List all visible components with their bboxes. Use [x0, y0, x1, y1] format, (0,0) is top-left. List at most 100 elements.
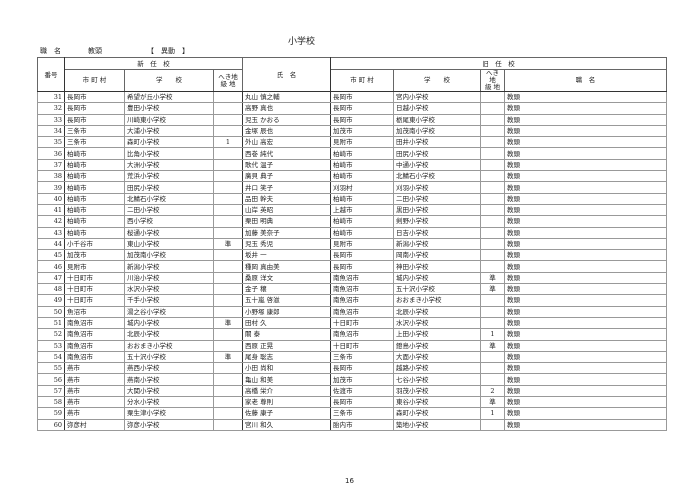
- teacher-name-cell: 家老 尊則: [242, 396, 331, 409]
- row-number-cell: 40: [37, 192, 65, 205]
- old-remote-cell: [480, 215, 505, 228]
- row-number-cell: 50: [37, 305, 65, 318]
- table-row: 45 加茂市 加茂南小学校 坂井 一長岡市 岡南小学校 教頭: [37, 249, 667, 262]
- new-remote-cell: [213, 305, 243, 318]
- old-school-cell: 中通小学校: [393, 158, 481, 172]
- table-row: 51 南魚沼市 城内小学校準田村 久十日町市 水沢小学校 教頭: [37, 316, 667, 330]
- new-city-cell: 柏崎市: [64, 215, 125, 228]
- new-remote-cell: [213, 339, 243, 352]
- row-number-cell: 39: [37, 181, 65, 194]
- old-remote-cell: [480, 260, 505, 273]
- position-cell: 教頭: [504, 294, 667, 307]
- teacher-name-cell: 井口 笑子: [242, 181, 331, 194]
- new-remote-cell: [213, 170, 243, 183]
- old-city-cell: 南魚沼市: [330, 305, 394, 318]
- new-city-cell: 燕市: [64, 384, 125, 398]
- new-city-cell: 魚沼市: [64, 305, 125, 318]
- new-city-cell: 柏崎市: [64, 170, 125, 183]
- old-remote-cell: [480, 102, 505, 115]
- new-school-cell: 加茂南小学校: [124, 249, 214, 262]
- new-remote-cell: 準: [213, 316, 243, 330]
- table-row: 40 柏崎市 北鯖石小学校 品田 幹夫 柏崎市 二田小学校 教頭: [37, 192, 667, 205]
- table-row: 58 燕市 分水小学校 家老 尊則 長岡市 東谷小学校準教頭: [37, 396, 667, 409]
- new-city-cell: 燕市: [64, 373, 125, 386]
- position-cell: 教頭: [504, 203, 667, 217]
- old-city-cell: 上越市: [330, 203, 394, 217]
- teacher-name-cell: 西巻 純代: [242, 147, 331, 160]
- old-remote-cell: [480, 147, 505, 160]
- new-city-cell: 南魚沼市: [64, 316, 125, 330]
- old-city-cell: 三条市: [330, 407, 394, 420]
- new-school-cell: 北辰小学校: [124, 328, 214, 341]
- row-number-cell: 60: [37, 418, 65, 431]
- old-school-cell: 栃尾東小学校: [393, 113, 481, 126]
- new-school-cell: 豊田小学校: [124, 102, 214, 115]
- new-school-cell: 希望が丘小学校: [124, 90, 214, 104]
- old-remote-cell: [480, 373, 505, 386]
- teacher-name-cell: 小野塚 康郎: [242, 305, 331, 318]
- new-school-cell: 城内小学校: [124, 316, 214, 330]
- old-remote-cell: [480, 124, 505, 138]
- old-school-cell: 七谷小学校: [393, 373, 481, 386]
- row-number-cell: 32: [37, 102, 65, 115]
- header-new-remote: へき地 級 地: [213, 69, 243, 92]
- new-school-cell: 大関小学校: [124, 384, 214, 398]
- new-city-cell: 燕市: [64, 362, 125, 375]
- position-cell: 教頭: [504, 181, 667, 194]
- old-remote-cell: [480, 203, 505, 217]
- old-school-cell: 大面小学校: [393, 350, 481, 364]
- table-row: 47 十日町市 川治小学校 桑原 洋文 南魚沼市 城内小学校準教頭: [37, 271, 667, 285]
- new-remote-cell: [213, 362, 243, 375]
- old-city-cell: 加茂市: [330, 124, 394, 138]
- old-school-cell: 鐙島小学校: [393, 339, 481, 352]
- position-cell: 教頭: [504, 339, 667, 352]
- new-city-cell: 小千谷市: [64, 237, 125, 251]
- old-remote-cell: [480, 181, 505, 194]
- teacher-name-cell: 丸山 慎之輔: [242, 90, 331, 104]
- row-number-cell: 52: [37, 328, 65, 341]
- position-cell: 教頭: [504, 373, 667, 386]
- old-remote-cell: [480, 305, 505, 318]
- position-cell: 教頭: [504, 260, 667, 273]
- new-school-cell: 田尻小学校: [124, 181, 214, 194]
- old-city-cell: 刈羽村: [330, 181, 394, 194]
- new-remote-cell: [213, 113, 243, 126]
- new-school-cell: 二田小学校: [124, 203, 214, 217]
- new-city-cell: 柏崎市: [64, 192, 125, 205]
- new-remote-cell: 準: [213, 237, 243, 251]
- old-city-cell: 見附市: [330, 136, 394, 149]
- new-remote-cell: 準: [213, 350, 243, 364]
- old-remote-cell: 準: [480, 271, 505, 285]
- new-school-cell: 弥彦小学校: [124, 418, 214, 431]
- new-city-cell: 柏崎市: [64, 181, 125, 194]
- old-city-cell: 柏崎市: [330, 158, 394, 172]
- old-remote-cell: [480, 350, 505, 364]
- row-number-cell: 48: [37, 283, 65, 296]
- new-school-cell: 燕南小学校: [124, 373, 214, 386]
- new-remote-cell: [213, 158, 243, 172]
- old-remote-cell: 準: [480, 396, 505, 409]
- new-school-cell: 大浦小学校: [124, 124, 214, 138]
- position-cell: 教頭: [504, 158, 667, 172]
- teacher-name-cell: 亀山 和美: [242, 373, 331, 386]
- table-row: 59 燕市 粟生津小学校 佐藤 康子 三条市 森町小学校 1 教頭: [37, 407, 667, 420]
- teacher-name-cell: 宮川 和久: [242, 418, 331, 431]
- new-school-cell: 川崎東小学校: [124, 113, 214, 126]
- old-city-cell: 胎内市: [330, 418, 394, 431]
- row-number-cell: 43: [37, 226, 65, 239]
- teacher-name-cell: 山岸 英昭: [242, 203, 331, 217]
- old-school-cell: 二田小学校: [393, 192, 481, 205]
- old-remote-cell: [480, 158, 505, 172]
- old-school-cell: 羽茂小学校: [393, 384, 481, 398]
- row-number-cell: 46: [37, 260, 65, 273]
- row-number-cell: 31: [37, 90, 65, 104]
- new-city-cell: 柏崎市: [64, 158, 125, 172]
- old-remote-cell: 1: [480, 328, 505, 341]
- new-remote-cell: [213, 102, 243, 115]
- teacher-name-cell: 児玉 秀児: [242, 237, 331, 251]
- position-cell: 教頭: [504, 113, 667, 126]
- old-school-cell: 北辰小学校: [393, 305, 481, 318]
- new-remote-cell: [213, 328, 243, 341]
- old-remote-cell: 2: [480, 384, 505, 398]
- new-school-cell: 比角小学校: [124, 147, 214, 160]
